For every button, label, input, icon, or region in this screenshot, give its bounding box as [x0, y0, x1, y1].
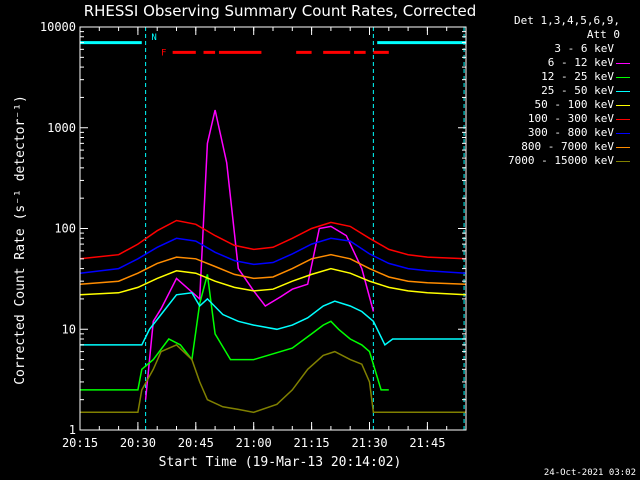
- x-tick-label: 20:15: [62, 436, 98, 450]
- legend-swatch: [616, 119, 630, 120]
- legend-swatch: [616, 161, 630, 162]
- series-line-2: [80, 274, 389, 391]
- legend-entry: 800 - 7000 keV: [470, 140, 636, 154]
- flare-flag-label: F: [161, 48, 166, 58]
- night-label: N: [151, 33, 156, 43]
- y-axis-label: Corrected Count Rate (s⁻¹ detector⁻¹): [13, 95, 28, 385]
- legend-swatch: [616, 77, 630, 78]
- series-line-8: [80, 344, 466, 414]
- plot-frame: [79, 26, 467, 431]
- series-line-4: [79, 267, 467, 296]
- series-line-5: [79, 219, 467, 260]
- plot-area: FN: [79, 27, 467, 430]
- legend-label: 300 - 800 keV: [527, 126, 614, 139]
- series-line-3: [80, 291, 466, 347]
- legend-label: 7000 - 15000 keV: [508, 154, 614, 167]
- y-tick-label: 10: [62, 322, 76, 336]
- series-line-6: [79, 237, 467, 274]
- x-axis-label: Start Time (19-Mar-13 20:14:02): [159, 455, 402, 470]
- legend-label: 6 - 12 keV: [547, 56, 614, 69]
- x-tick-label: 21:45: [409, 436, 445, 450]
- series-line-0: [152, 147, 363, 335]
- legend-label: 25 - 50 keV: [541, 84, 614, 97]
- x-tick-label: 21:30: [351, 436, 387, 450]
- legend-entry: 12 - 25 keV: [470, 70, 636, 84]
- legend-entry: 7000 - 15000 keV: [470, 154, 636, 168]
- legend-label: 50 - 100 keV: [534, 98, 614, 111]
- legend-label: 3 - 6 keV: [554, 42, 614, 55]
- legend: Det 1,3,4,5,6,9, Att 0 3 - 6 keV 6 - 12 k…: [470, 14, 636, 168]
- x-tick-label: 21:15: [294, 436, 330, 450]
- legend-entry: 6 - 12 keV: [470, 56, 636, 70]
- legend-header-1: Det 1,3,4,5,6,9,: [514, 14, 620, 27]
- x-tick-label: 20:30: [120, 436, 156, 450]
- axes: 1 10 100 1000 10000 20:15 20:30 20:45 21:00 21:15…: [40, 20, 467, 450]
- legend-label: 800 - 7000 keV: [521, 140, 614, 153]
- series-line-1: [144, 109, 375, 400]
- x-tick-label: 21:00: [236, 436, 272, 450]
- y-tick-label: 1000: [47, 121, 76, 135]
- legend-entry: 50 - 100 keV: [470, 98, 636, 112]
- legend-entry: 25 - 50 keV: [470, 84, 636, 98]
- legend-header-2: Att 0: [586, 28, 620, 41]
- timestamp: 24-Oct-2021 03:02: [543, 468, 636, 478]
- legend-swatch: [616, 133, 630, 134]
- legend-swatch: [616, 105, 630, 106]
- legend-swatch: [616, 63, 630, 64]
- legend-swatch: [616, 91, 630, 92]
- legend-swatch: [616, 49, 630, 50]
- legend-swatch: [616, 147, 630, 148]
- y-tick-label: 100: [54, 222, 76, 236]
- y-tick-label: 1: [69, 423, 76, 437]
- series-line-7: [79, 253, 467, 285]
- y-tick-label: 10000: [40, 20, 76, 34]
- legend-entry: 300 - 800 keV: [470, 126, 636, 140]
- legend-label: 100 - 300 keV: [527, 112, 614, 125]
- legend-entry: 3 - 6 keV: [470, 42, 636, 56]
- legend-entry: 100 - 300 keV: [470, 112, 636, 126]
- legend-label: 12 - 25 keV: [541, 70, 614, 83]
- x-tick-label: 20:45: [178, 436, 214, 450]
- chart-title: RHESSI Observing Summary Count Rates, Co…: [83, 2, 477, 20]
